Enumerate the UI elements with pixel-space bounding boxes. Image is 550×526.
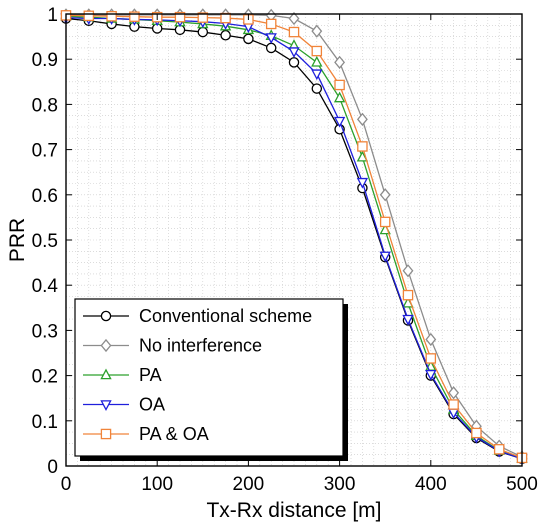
marker-triangle-down [265, 33, 277, 44]
legend-entry: PA [83, 365, 162, 385]
grid [66, 14, 522, 466]
y-tick-label: 0.5 [32, 231, 58, 252]
x-axis-label: Tx-Rx distance [m] [206, 499, 381, 522]
legend-label: PA [139, 365, 162, 385]
legend-label: OA [139, 395, 165, 415]
y-tick-label: 0.7 [32, 141, 58, 162]
y-axis-label: PRR [6, 218, 29, 262]
marker-circle [220, 29, 231, 41]
legend-label: Conventional scheme [139, 306, 312, 326]
marker-square [357, 141, 368, 152]
marker-circle [197, 26, 209, 38]
marker-diamond [402, 264, 414, 278]
y-tick-label: 1 [47, 5, 58, 26]
legend: Conventional scheme No interference PA OA PA… [74, 298, 348, 461]
legend-entry: Conventional scheme [83, 306, 312, 326]
y-tick-label: 0.8 [32, 95, 58, 116]
x-tick-label: 300 [324, 474, 356, 495]
marker-square [311, 45, 323, 57]
x-tick-label: 0 [61, 474, 72, 495]
marker-diamond [288, 11, 300, 26]
marker-diamond [334, 55, 346, 69]
marker-circle [311, 83, 323, 94]
y-tick-label: 0.4 [32, 276, 59, 297]
marker-square [129, 11, 140, 22]
marker-square [100, 428, 112, 440]
x-tick-label: 200 [233, 474, 265, 495]
marker-circle [288, 57, 300, 68]
marker-diamond [356, 112, 368, 126]
marker-triangle-down [356, 177, 369, 189]
marker-square [334, 79, 345, 91]
legend-box [74, 298, 344, 457]
x-tick-label: 100 [141, 474, 173, 495]
marker-square [174, 11, 186, 23]
y-tick-label: 0.1 [32, 412, 58, 433]
y-tick-label: 0.9 [32, 50, 58, 71]
marker-triangle-down [311, 69, 323, 81]
marker-triangle-down [100, 400, 112, 411]
legend-label: No interference [139, 336, 262, 356]
marker-diamond [448, 386, 460, 400]
marker-triangle-down [333, 116, 346, 128]
marker-square [288, 26, 300, 38]
marker-square [83, 10, 95, 22]
marker-square [106, 11, 117, 22]
legend-label: PA & OA [139, 424, 209, 444]
marker-square [265, 18, 277, 30]
marker-square [379, 216, 391, 228]
axis-ticks: 0 100 200 300 400 500 0 0.1 0.2 0.3 0.4 0.5 0.6 0.7 0.… [32, 5, 538, 495]
marker-triangle-down [425, 369, 437, 381]
y-tick-label: 0.3 [32, 321, 58, 342]
marker-triangle-up [356, 150, 369, 162]
marker-triangle-down [379, 251, 391, 263]
y-tick-label: 0 [47, 457, 58, 478]
marker-square [197, 12, 209, 23]
x-tick-label: 400 [415, 474, 447, 495]
marker-square [220, 12, 231, 24]
marker-diamond [311, 24, 323, 38]
marker-square [493, 444, 505, 455]
marker-triangle-down [402, 314, 414, 326]
legend-entry: PA & OA [83, 424, 209, 444]
legend-entry: OA [83, 395, 165, 415]
marker-circle [100, 310, 112, 322]
marker-diamond [100, 338, 112, 353]
marker-square [425, 353, 437, 364]
marker-triangle-up [333, 91, 346, 103]
y-tick-label: 0.2 [32, 367, 58, 388]
marker-square [471, 427, 482, 439]
marker-diamond [379, 188, 391, 202]
marker-triangle-up [100, 368, 112, 380]
marker-square [448, 399, 459, 410]
marker-circle [265, 42, 277, 54]
x-tick-label: 500 [506, 474, 538, 495]
marker-diamond [425, 332, 437, 347]
marker-triangle-down [288, 47, 300, 59]
marker-circle [243, 33, 254, 45]
legend-entry: No interference [83, 336, 262, 356]
marker-square [402, 289, 414, 301]
marker-triangle-up [311, 55, 323, 67]
y-tick-label: 0.6 [32, 186, 58, 207]
